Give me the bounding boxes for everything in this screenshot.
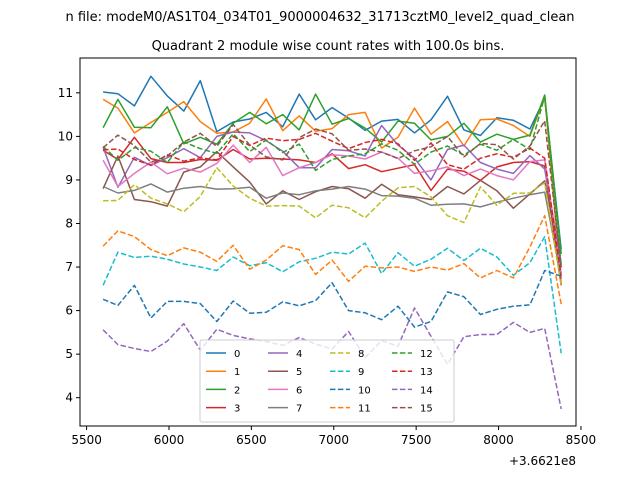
x-tick-label: 8500 xyxy=(566,433,597,447)
series-line-5 xyxy=(102,150,562,266)
x-tick-label: 6500 xyxy=(236,433,267,447)
legend-frame xyxy=(199,339,455,423)
chart-title: Quadrant 2 module wise count rates with … xyxy=(152,39,505,54)
y-tick-label: 11 xyxy=(58,86,73,100)
x-tick-label: 8000 xyxy=(483,433,514,447)
legend-label: 14 xyxy=(420,385,433,396)
legend-label: 4 xyxy=(296,349,302,360)
y-tick-label: 10 xyxy=(58,129,73,143)
x-axis-offset-label: +3.6621e8 xyxy=(509,454,576,468)
legend-label: 11 xyxy=(358,404,371,415)
series-line-1 xyxy=(102,95,562,285)
legend-label: 2 xyxy=(234,385,240,396)
series-line-3 xyxy=(102,136,562,286)
series-line-10 xyxy=(102,269,562,328)
legend-label: 0 xyxy=(234,349,240,360)
legend-label: 3 xyxy=(234,404,240,415)
legend-label: 7 xyxy=(296,404,302,415)
series-line-9 xyxy=(102,235,562,354)
legend-label: 13 xyxy=(420,367,433,378)
y-tick-label: 8 xyxy=(65,216,73,230)
series-line-12 xyxy=(102,95,562,268)
legend-label: 10 xyxy=(358,385,371,396)
legend-label: 9 xyxy=(358,367,364,378)
y-tick-label: 9 xyxy=(65,173,73,187)
x-tick-label: 5500 xyxy=(71,433,102,447)
legend-label: 1 xyxy=(234,367,240,378)
series-line-6 xyxy=(102,144,562,274)
series-line-13 xyxy=(103,132,562,277)
y-tick-label: 6 xyxy=(65,304,73,318)
series-line-11 xyxy=(102,214,562,305)
series-line-2 xyxy=(102,93,562,255)
legend-label: 15 xyxy=(420,404,433,415)
series-line-15 xyxy=(102,119,562,268)
y-axis: 4 5 6 7 8 9 10 11 xyxy=(58,86,80,405)
x-tick-label: 7500 xyxy=(401,433,432,447)
x-tick-label: 7000 xyxy=(318,433,349,447)
x-tick-label: 6000 xyxy=(154,433,185,447)
y-tick-label: 4 xyxy=(65,391,73,405)
legend-label: 8 xyxy=(358,349,364,360)
legend-label: 6 xyxy=(296,385,302,396)
x-axis: 5500 6000 6500 7000 7500 8000 8500 xyxy=(71,426,596,447)
legend-label: 5 xyxy=(296,367,302,378)
y-tick-label: 7 xyxy=(65,260,73,274)
legend-label: 12 xyxy=(420,349,433,360)
series-line-8 xyxy=(103,166,562,286)
series-line-4 xyxy=(102,124,562,263)
series-line-7 xyxy=(102,183,562,279)
plot-frame xyxy=(79,57,577,427)
y-tick-label: 5 xyxy=(65,347,73,361)
chart-suptitle: n file: modeM0/AS1T04_034T01_9000004632_… xyxy=(65,10,574,25)
